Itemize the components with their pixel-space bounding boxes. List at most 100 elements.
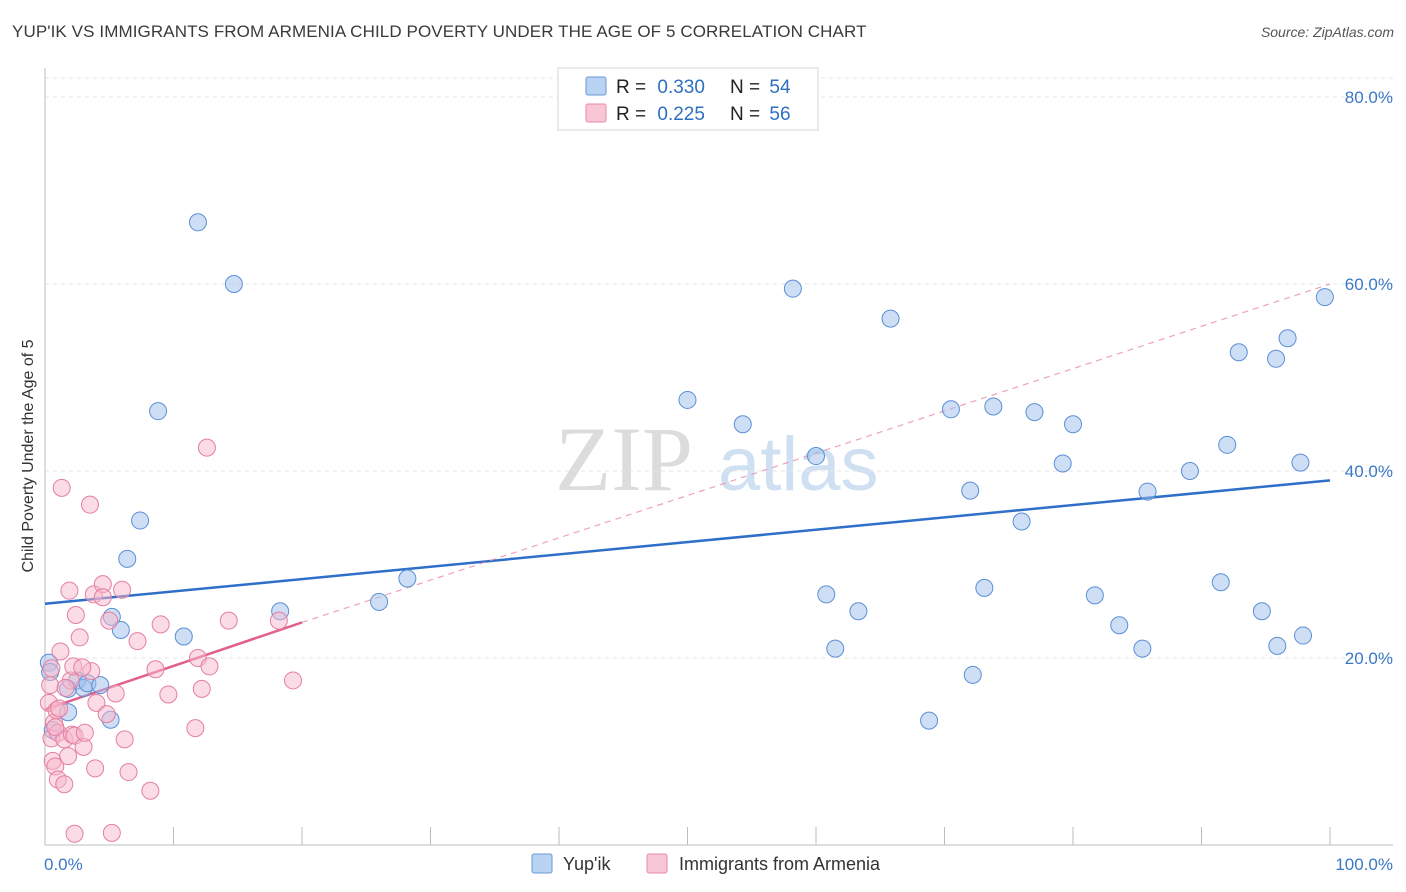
svg-text:R = 0.225: R = 0.225 [616,104,705,125]
point-series-0-24 [807,447,825,466]
series-legend-swatch-armenia [646,853,668,874]
point-series-1-15 [59,747,78,766]
point-series-0-14 [149,402,168,421]
watermark-atlas: atlas [718,422,879,507]
point-series-0-47 [1252,602,1271,621]
legend-swatch-armenia [585,103,607,123]
point-series-1-49 [200,657,219,676]
point-series-1-34 [100,611,119,630]
series-legend-swatch-yupik [531,853,553,874]
point-series-0-46 [1229,343,1248,362]
point-series-0-31 [961,481,980,500]
point-series-1-39 [119,763,138,782]
point-series-0-35 [1012,512,1031,531]
point-series-1-52 [284,671,303,690]
point-series-0-50 [1278,329,1297,348]
point-series-1-13 [55,775,74,794]
point-series-0-16 [188,213,207,232]
point-series-0-51 [1291,453,1310,472]
y-tick-label-40: 40.0% [1345,462,1393,481]
point-series-1-16 [60,581,79,600]
legend-r-label-1: R = [616,77,651,98]
point-series-0-39 [1085,586,1104,605]
point-series-0-13 [131,511,150,530]
series-legend: Yup'ik Immigrants from Armenia [531,853,881,874]
y-tick-label-20: 20.0% [1345,649,1393,668]
point-series-0-45 [1218,435,1237,454]
y-tick-labels: 20.0% 40.0% 60.0% 80.0% [1345,88,1393,668]
point-series-1-42 [146,660,165,679]
point-series-1-51 [269,611,288,630]
point-series-1-11 [51,642,70,661]
point-series-1-30 [87,693,106,712]
point-series-1-23 [70,628,89,647]
point-series-0-43 [1180,462,1199,480]
point-series-0-23 [783,279,802,298]
x-tick-label-max: 100.0% [1335,855,1393,874]
point-series-1-2 [42,659,61,678]
svg-text:R = 0.330: R = 0.330 [616,77,705,98]
point-series-0-20 [398,569,417,588]
series-legend-label-armenia: Immigrants from Armenia [679,854,881,874]
point-series-0-28 [881,309,900,328]
point-series-1-55 [46,718,65,737]
point-series-1-44 [159,685,178,704]
point-series-1-21 [65,824,84,843]
point-series-1-41 [141,781,160,800]
point-series-1-32 [93,588,112,607]
y-tick-label-80: 80.0% [1345,88,1393,107]
point-series-1-12 [52,478,71,497]
point-series-0-44 [1211,573,1230,592]
y-axis-label: Child Poverty Under the Age of 5 [20,339,37,572]
point-series-0-37 [1053,454,1072,473]
legend-r-value-2: 0.225 [657,104,705,125]
svg-text:N = 54: N = 54 [730,77,791,98]
point-series-1-48 [197,438,216,457]
point-series-1-37 [113,580,132,599]
point-series-0-25 [817,585,836,604]
point-series-0-49 [1268,636,1287,655]
x-tick-label-min: 0.0% [44,855,83,874]
point-series-1-43 [151,615,170,634]
axes [44,68,1393,846]
point-series-0-48 [1267,349,1286,368]
point-series-0-38 [1064,415,1082,434]
point-series-1-29 [86,759,105,778]
trend-line-series-0 [44,479,1331,606]
point-series-1-33 [97,705,116,724]
point-series-0-53 [1315,288,1334,307]
legend-n-value-1: 54 [769,77,791,98]
point-series-0-12 [118,549,137,568]
point-series-0-30 [941,400,960,419]
point-series-0-42 [1138,482,1157,501]
point-series-1-40 [128,632,147,651]
point-series-1-50 [219,611,238,630]
point-series-0-26 [826,639,845,658]
point-series-0-15 [174,627,193,646]
point-series-1-38 [115,730,134,749]
point-series-1-47 [192,679,211,698]
point-series-1-1 [41,676,60,695]
point-series-0-29 [920,711,939,730]
legend-n-label-2: N = [730,104,765,125]
point-series-1-25 [75,723,94,742]
point-series-0-40 [1110,616,1129,635]
svg-text:N = 56: N = 56 [730,104,791,125]
legend-swatch-yupik [585,76,607,96]
data-points [39,213,1334,843]
x-ticks [173,827,1331,845]
legend-n-value-2: 56 [769,104,790,125]
point-series-1-45 [186,719,205,738]
legend-r-value-1: 0.330 [657,77,705,98]
point-series-1-35 [102,823,121,842]
point-series-0-22 [733,415,752,434]
point-series-0-52 [1294,626,1313,645]
y-tick-label-60: 60.0% [1345,275,1393,294]
legend-r-label-2: R = [616,104,651,125]
gridlines [45,77,1393,659]
chart-title: YUP'IK VS IMMIGRANTS FROM ARMENIA CHILD … [12,22,867,41]
point-series-0-34 [984,397,1003,416]
point-series-0-32 [963,665,982,684]
point-series-0-19 [370,592,389,611]
